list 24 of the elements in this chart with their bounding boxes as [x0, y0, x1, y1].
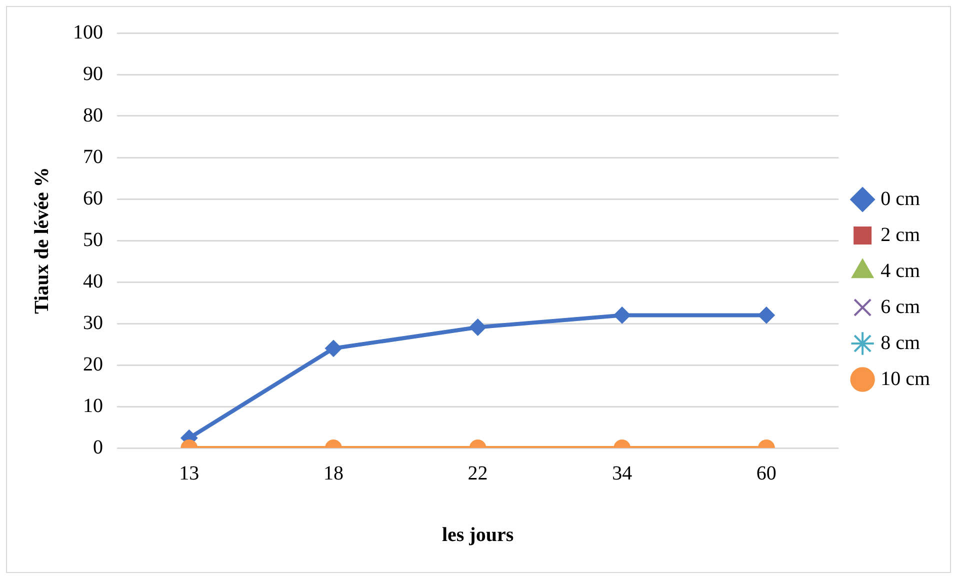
y-tick-label: 0 [93, 436, 103, 458]
y-axis-title: Tiaux de lévée % [31, 167, 54, 314]
x-tick-label: 18 [323, 462, 344, 484]
y-tick-label: 20 [83, 353, 103, 376]
x-axis-title: les jours [442, 524, 514, 546]
y-tick-label: 50 [83, 228, 103, 251]
y-tick-label: 60 [83, 187, 103, 210]
legend-label: 10 cm [880, 368, 930, 390]
x-tick-label: 13 [179, 462, 200, 484]
x-tick-label: 60 [756, 462, 776, 484]
x-tick-label: 34 [612, 462, 632, 484]
legend-label: 8 cm [880, 332, 920, 354]
legend-label: 4 cm [880, 260, 920, 282]
legend-label: 6 cm [880, 296, 920, 318]
legend-label: 2 cm [880, 224, 920, 246]
x-tick-label: 22 [468, 462, 488, 484]
y-tick-label: 100 [73, 21, 103, 44]
y-tick-label: 40 [83, 270, 103, 292]
legend-label: 0 cm [880, 188, 920, 210]
y-tick-label: 80 [83, 104, 103, 126]
y-tick-label: 30 [83, 312, 103, 334]
y-tick-label: 10 [83, 394, 103, 417]
y-tick-label: 90 [83, 62, 103, 85]
y-tick-label: 70 [83, 146, 103, 168]
